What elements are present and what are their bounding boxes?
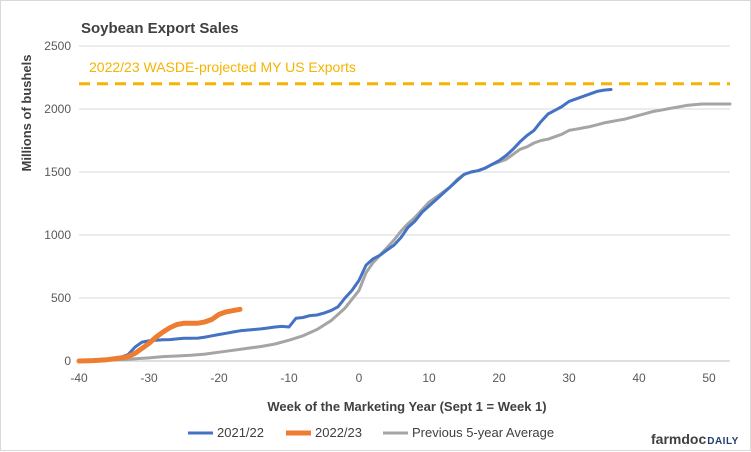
legend-label-2022-23: 2022/23 — [315, 425, 362, 440]
y-tick-label: 1500 — [44, 165, 71, 179]
y-tick-label: 0 — [64, 354, 71, 368]
x-tick-label: 10 — [422, 371, 436, 385]
legend: 2021/22 2022/23 Previous 5-year Average — [188, 425, 554, 440]
x-tick-label: -30 — [140, 371, 158, 385]
series-line-2022-23 — [76, 306, 243, 364]
x-tick-label: -10 — [280, 371, 298, 385]
y-tick-label: 2500 — [44, 39, 71, 53]
series-group — [76, 88, 732, 364]
brand-part-2: DAILY — [707, 436, 739, 447]
y-tick-label: 500 — [51, 291, 71, 305]
chart-title: Soybean Export Sales — [81, 20, 239, 37]
y-tick-label: 2000 — [44, 102, 71, 116]
y-tick-label: 1000 — [44, 228, 71, 242]
x-tick-labels: -40 -30 -20 -10 0 10 20 30 40 50 — [70, 371, 716, 385]
legend-label-5yr-avg: Previous 5-year Average — [412, 425, 554, 440]
y-axis-title: Millions of bushels — [19, 54, 34, 171]
x-tick-label: 50 — [702, 371, 716, 385]
brand-logo: farmdocDAILY — [651, 431, 739, 447]
series-line-2021-22 — [77, 88, 613, 363]
x-axis-title: Week of the Marketing Year (Sept 1 = Wee… — [267, 399, 546, 414]
x-tick-label: 40 — [632, 371, 646, 385]
x-tick-label: 0 — [356, 371, 363, 385]
brand-text: farmdocDAILY — [651, 431, 739, 447]
reference-line-label: 2022/23 WASDE-projected MY US Exports — [89, 59, 356, 75]
x-tick-label: -20 — [210, 371, 228, 385]
gridlines — [79, 45, 730, 299]
x-tick-label: 30 — [562, 371, 576, 385]
x-tick-label: -40 — [70, 371, 88, 385]
y-tick-labels: 0 500 1000 1500 2000 2500 — [44, 39, 71, 368]
legend-label-2021-22: 2021/22 — [217, 425, 264, 440]
x-tick-label: 20 — [492, 371, 506, 385]
brand-part-1: farmdoc — [651, 431, 706, 447]
